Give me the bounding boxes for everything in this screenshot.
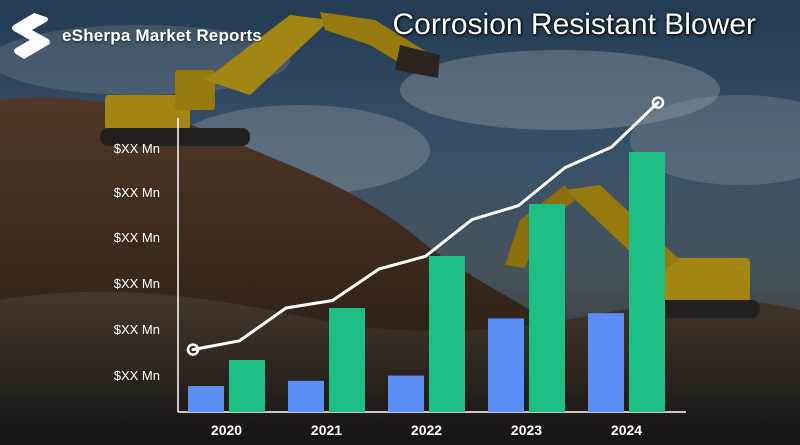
esherpa-logo-icon xyxy=(12,13,50,59)
bar-series-a-2024 xyxy=(588,313,624,412)
y-tick-label: $XX Mn xyxy=(114,368,160,383)
bar-series-a-2020 xyxy=(188,386,224,412)
bar-series-b-2023 xyxy=(529,204,565,412)
x-category-label: 2021 xyxy=(311,422,342,438)
y-tick-label: $XX Mn xyxy=(114,141,160,156)
bar-series-b-2020 xyxy=(229,360,265,412)
trend-end-marker xyxy=(651,96,665,109)
y-tick-label: $XX Mn xyxy=(114,230,160,245)
bar-series-a-2022 xyxy=(388,375,424,412)
y-tick-label: $XX Mn xyxy=(114,185,160,200)
x-category-label: 2023 xyxy=(511,422,542,438)
trend-line xyxy=(191,101,660,352)
excavator-left xyxy=(100,12,440,146)
y-tick-label: $XX Mn xyxy=(114,276,160,291)
x-category-label: 2022 xyxy=(411,422,442,438)
x-category-label: 2020 xyxy=(211,422,242,438)
brand: eSherpa Market Reports xyxy=(8,8,262,64)
trend-start-marker xyxy=(186,343,200,356)
y-tick-label: $XX Mn xyxy=(114,322,160,337)
bar-series-b-2021 xyxy=(329,308,365,412)
brand-name: eSherpa Market Reports xyxy=(62,26,262,45)
bar-series-b-2022 xyxy=(429,256,465,412)
bar-series-a-2021 xyxy=(288,380,324,412)
bar-series-b-2024 xyxy=(629,152,665,412)
bar-series-a-2023 xyxy=(488,318,524,412)
chart-title: Corrosion Resistant Blower xyxy=(392,8,756,41)
x-category-label: 2024 xyxy=(611,422,642,438)
